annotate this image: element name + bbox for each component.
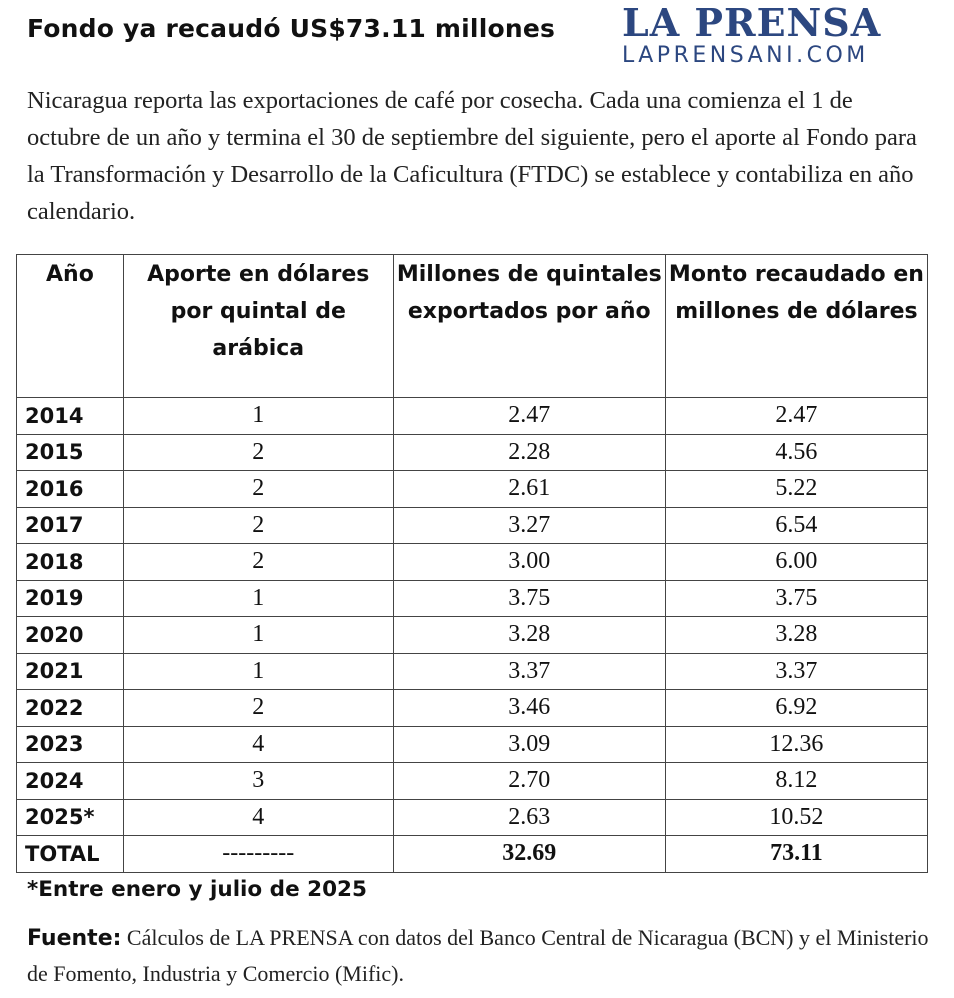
table-row: 2018 2 3.00 6.00 [16,543,929,581]
table-row: 2016 2 2.61 5.22 [16,470,929,508]
cell-quintales: 3.00 [392,543,666,581]
cell-quintales: 2.70 [392,762,666,800]
cell-aporte: 2 [122,433,394,471]
intro-paragraph: Nicaragua reporta las exportaciones de c… [27,87,917,225]
cell-quintales: 2.47 [392,397,666,435]
cell-aporte: 1 [122,397,394,435]
cell-monto: 6.92 [664,689,929,727]
cell-aporte: 2 [122,543,394,581]
cell-year: 2023 [16,725,124,763]
total-monto: 73.11 [664,835,929,873]
total-quintales: 32.69 [392,835,666,873]
logo-wordmark: LA PRENSA [622,0,882,45]
cell-quintales: 3.27 [392,506,666,544]
header-monto: Monto recaudado en millones de dólares [664,254,929,398]
cell-aporte: 3 [122,762,394,800]
footnote: *Entre enero y julio de 2025 [27,877,367,902]
cell-quintales: 3.46 [392,689,666,727]
cell-aporte: 2 [122,506,394,544]
table-row: 2022 2 3.46 6.92 [16,689,929,727]
table-row: 2017 2 3.27 6.54 [16,506,929,544]
cell-aporte: 1 [122,579,394,617]
cell-aporte: 4 [122,798,394,836]
cell-year: 2017 [16,506,124,544]
cell-quintales: 2.61 [392,470,666,508]
cell-aporte: 4 [122,725,394,763]
cell-aporte: 1 [122,616,394,654]
table-row: 2024 3 2.70 8.12 [16,762,929,800]
cell-year: 2019 [16,579,124,617]
cell-monto: 6.00 [664,543,929,581]
table-header-row: Año Aporte en dólares por quintal de ará… [16,254,929,398]
cell-aporte: 2 [122,689,394,727]
table-row: 2021 1 3.37 3.37 [16,652,929,690]
table-row: 2014 1 2.47 2.47 [16,397,929,435]
table-row: 2023 4 3.09 12.36 [16,725,929,763]
cell-monto: 5.22 [664,470,929,508]
page-title: Fondo ya recaudó US$73.11 millones [27,14,556,43]
logo-url: LAPRENSANI.COM [622,43,869,68]
cell-year: 2018 [16,543,124,581]
cell-monto: 4.56 [664,433,929,471]
cell-year: 2025* [16,798,124,836]
cell-monto: 10.52 [664,798,929,836]
cell-monto: 8.12 [664,762,929,800]
table-total-row: TOTAL --------- 32.69 73.11 [16,835,929,873]
cell-year: 2024 [16,762,124,800]
cell-monto: 2.47 [664,397,929,435]
table-row: 2020 1 3.28 3.28 [16,616,929,654]
cell-monto: 3.37 [664,652,929,690]
table-row: 2025* 4 2.63 10.52 [16,798,929,836]
cell-quintales: 3.28 [392,616,666,654]
cell-quintales: 3.09 [392,725,666,763]
cell-quintales: 2.63 [392,798,666,836]
cell-aporte: 1 [122,652,394,690]
cell-year: 2022 [16,689,124,727]
table-row: 2019 1 3.75 3.75 [16,579,929,617]
la-prensa-logo: LA PRENSA LAPRENSANI.COM [622,2,882,69]
cell-aporte: 2 [122,470,394,508]
cell-monto: 6.54 [664,506,929,544]
coffee-fund-table: Año Aporte en dólares por quintal de ará… [16,254,929,873]
header-quintales: Millones de quintales exportados por año [392,254,666,398]
cell-year: 2014 [16,397,124,435]
source-label: Fuente: [27,926,122,951]
header-aporte: Aporte en dólares por quintal de arábica [122,254,394,398]
total-label: TOTAL [16,835,124,873]
cell-quintales: 3.37 [392,652,666,690]
cell-year: 2016 [16,470,124,508]
cell-monto: 12.36 [664,725,929,763]
cell-year: 2020 [16,616,124,654]
total-aporte: --------- [122,835,394,873]
cell-monto: 3.28 [664,616,929,654]
cell-quintales: 3.75 [392,579,666,617]
cell-monto: 3.75 [664,579,929,617]
header-year: Año [16,254,124,398]
source-text: Cálculos de LA PRENSA con datos del Banc… [27,925,929,986]
cell-year: 2015 [16,433,124,471]
source-note: Fuente: Cálculos de LA PRENSA con datos … [27,920,942,991]
cell-quintales: 2.28 [392,433,666,471]
table-row: 2015 2 2.28 4.56 [16,433,929,471]
cell-year: 2021 [16,652,124,690]
